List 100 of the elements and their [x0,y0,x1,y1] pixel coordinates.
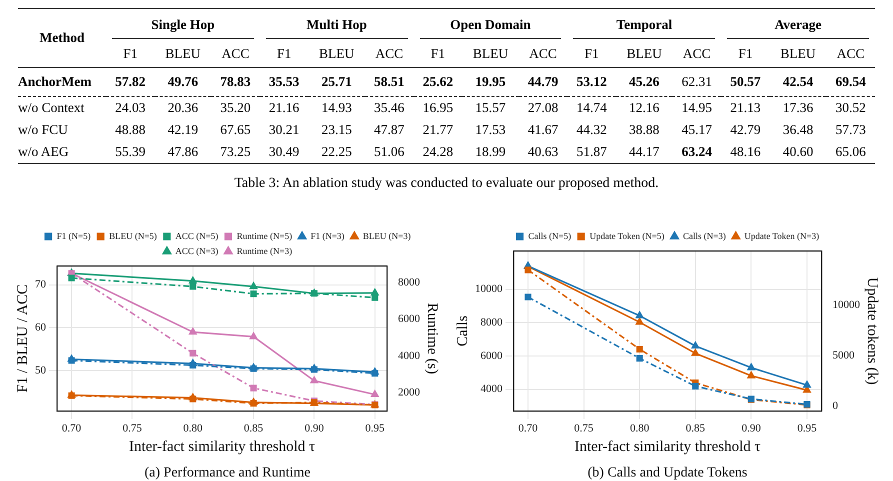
data-label: 44.79 [526,73,560,91]
data-label: 50.57 [729,73,762,91]
y2-tick-label: 5000 [832,350,855,362]
data-label: 42.79 [729,121,762,139]
category-label: F1 [430,45,446,63]
data-label: 57.82 [114,73,147,91]
data-label: 20.36 [166,99,200,117]
data-label: 41.67 [526,121,560,139]
data-label: 35.53 [268,73,300,91]
text: w/o AEG [18,143,70,161]
text: w/o FCU [18,121,69,139]
y-tick-label: 70 [35,278,46,291]
category-label: ACC [220,45,250,63]
category-label: BLEU [318,45,356,63]
x-tick-label: 0.95 [365,422,385,434]
data-label: 17.36 [782,99,814,117]
legend-label: ACC (N=3) [175,246,218,256]
data-label: 78.83 [219,73,252,91]
text: Method [38,29,86,47]
text: w/o Context [18,99,86,117]
y2-tick-label: 6000 [398,313,420,326]
data-label: 58.51 [373,73,406,91]
y2-axis-title: Update tokens (k) [864,277,880,385]
legend-label: Update Token (N=5) [590,230,664,241]
y2-tick-label: 0 [832,400,838,412]
data-label: 45.26 [628,73,660,91]
category-label: F1 [122,45,138,63]
legend-label: BLEU (N=3) [362,230,411,241]
text: Table 3: An ablation study was conducted to evaluate our proposed method. [233,176,660,192]
data-label: 40.63 [526,143,560,161]
y2-axis-title: Runtime (s) [424,302,440,374]
legend-label: Calls (N=3) [683,230,726,241]
data-label: 25.62 [422,73,454,91]
data-label: 30.49 [268,143,300,161]
x-tick-label: 0.75 [574,422,594,434]
legend-label: Runtime (N=3) [236,246,292,256]
category-label: BLEU [164,45,202,63]
y2-tick-label: 2000 [398,386,420,399]
y-tick-label: 50 [35,364,46,376]
legend-label: Update Token (N=3) [744,230,820,241]
data-label: 62.31 [680,73,713,91]
y2-tick-label: 4000 [398,350,420,362]
data-label: 14.95 [680,99,713,117]
data-label: 42.19 [166,121,200,139]
text: Multi Hop [266,17,408,39]
data-label: 17.53 [474,121,507,139]
text: Open Domain [420,17,562,39]
data-label: 30.21 [268,121,300,139]
data-label: 45.17 [680,121,713,139]
data-label: 19.95 [474,73,507,91]
data-label: 40.60 [782,143,814,161]
x-tick-label: 0.80 [630,422,650,434]
x-tick-label: 0.90 [304,422,324,434]
category-label: BLEU [779,45,817,63]
legend-label: ACC (N=5) [175,230,218,241]
data-label: 65.06 [834,143,867,161]
data-label: 25.71 [320,73,353,91]
data-label: 44.17 [628,143,660,161]
data-label: 12.16 [628,99,660,117]
text: Average [727,17,869,39]
data-label: 35.20 [219,99,252,117]
data-label: 69.54 [834,73,867,91]
category-label: ACC [374,45,404,63]
data-label: 24.28 [422,143,454,161]
legend-label: Runtime (N=5) [236,230,292,241]
y2-tick-label: 10000 [832,299,860,312]
data-label: 51.87 [575,143,608,161]
text: (a) Performance and Runtime [144,465,310,480]
y-tick-label: 8000 [480,316,503,329]
data-label: 23.15 [320,121,353,139]
data-label: 14.93 [320,99,353,117]
y-axis-title: Calls [454,315,471,346]
data-label: 44.32 [575,121,608,139]
data-label: 22.25 [320,143,353,161]
x-tick-label: 0.90 [742,422,762,434]
category-label: F1 [584,45,600,63]
x-tick-label: 0.95 [797,422,818,434]
category-label: ACC [836,45,866,63]
data-label: 27.08 [526,99,560,117]
y-tick-label: 4000 [480,383,503,396]
legend-label: BLEU (N=5) [109,230,157,241]
data-label: 57.73 [834,121,867,139]
x-tick-label: 0.70 [62,422,82,434]
data-label: 36.48 [782,121,814,139]
data-label: 48.16 [729,143,762,161]
y-tick-label: 60 [35,321,46,334]
y-tick-label: 6000 [480,350,503,362]
data-label: 16.95 [422,99,454,117]
x-tick-label: 0.85 [244,422,264,434]
data-label: 42.54 [782,73,814,91]
data-label: 67.65 [219,121,252,139]
data-label: 63.24 [680,143,713,161]
data-label: 53.12 [575,73,608,91]
category-label: BLEU [472,45,510,63]
y-axis-title: F1 / BLEU / ACC [14,284,31,393]
y2-tick-label: 8000 [398,276,420,288]
text: Single Hop [112,17,254,39]
data-label: 18.99 [474,143,507,161]
x-axis-title: Inter-fact similarity threshold τ [574,439,761,456]
data-label: 21.16 [268,99,300,117]
